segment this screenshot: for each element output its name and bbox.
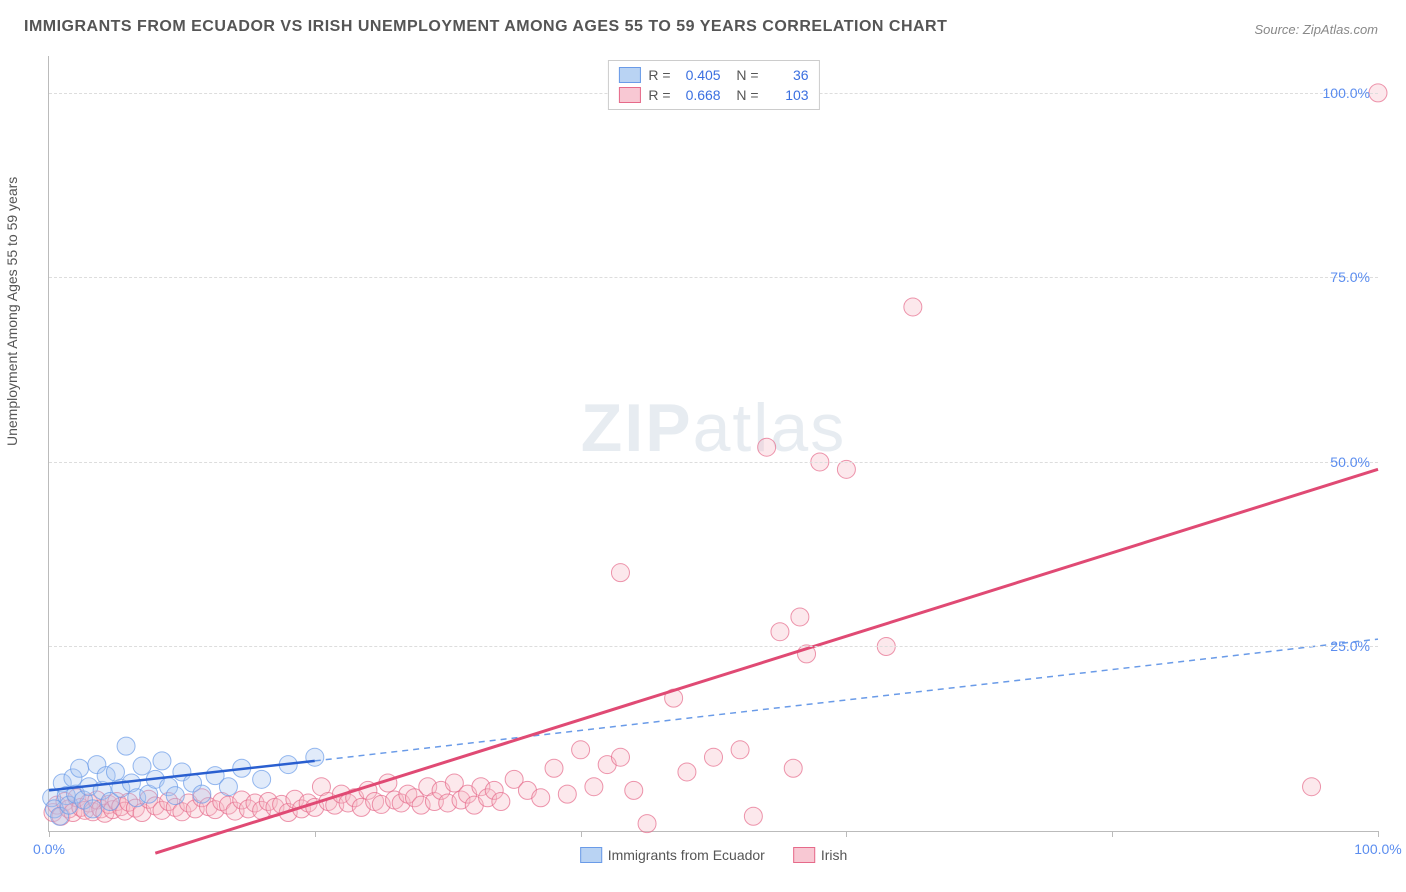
xtick bbox=[1112, 831, 1113, 837]
gridline bbox=[49, 646, 1378, 647]
data-point bbox=[558, 785, 576, 803]
ytick-label: 100.0% bbox=[1323, 85, 1370, 101]
source-label: Source: ZipAtlas.com bbox=[1254, 22, 1378, 37]
data-point bbox=[731, 741, 749, 759]
xtick bbox=[581, 831, 582, 837]
legend-row-irish: R = 0.668 N = 103 bbox=[618, 85, 808, 105]
data-point bbox=[904, 298, 922, 316]
legend-label-irish: Irish bbox=[821, 847, 847, 863]
data-point bbox=[306, 748, 324, 766]
legend-row-ecuador: R = 0.405 N = 36 bbox=[618, 65, 808, 85]
xtick bbox=[315, 831, 316, 837]
data-point bbox=[106, 763, 124, 781]
legend-item-ecuador: Immigrants from Ecuador bbox=[580, 847, 765, 863]
chart-svg bbox=[49, 56, 1378, 831]
data-point bbox=[219, 778, 237, 796]
legend-label-ecuador: Immigrants from Ecuador bbox=[608, 847, 765, 863]
xtick-label: 0.0% bbox=[33, 841, 65, 857]
data-point bbox=[758, 438, 776, 456]
data-point bbox=[771, 623, 789, 641]
ytick-label: 25.0% bbox=[1330, 638, 1370, 654]
data-point bbox=[492, 792, 510, 810]
legend-item-irish: Irish bbox=[793, 847, 847, 863]
data-point bbox=[193, 785, 211, 803]
data-point bbox=[1303, 778, 1321, 796]
trendline-ecuador-dash bbox=[315, 639, 1378, 761]
xtick-label: 100.0% bbox=[1354, 841, 1401, 857]
data-point bbox=[84, 800, 102, 818]
data-point bbox=[744, 807, 762, 825]
data-point bbox=[133, 757, 151, 775]
legend-stats: R = 0.405 N = 36 R = 0.668 N = 103 bbox=[607, 60, 819, 110]
data-point bbox=[611, 748, 629, 766]
data-point bbox=[545, 759, 563, 777]
data-point bbox=[572, 741, 590, 759]
y-axis-label: Unemployment Among Ages 55 to 59 years bbox=[4, 177, 20, 446]
data-point bbox=[585, 778, 603, 796]
ytick-label: 75.0% bbox=[1330, 269, 1370, 285]
data-point bbox=[791, 608, 809, 626]
swatch-ecuador bbox=[618, 67, 640, 83]
swatch-ecuador-icon bbox=[580, 847, 602, 863]
data-point bbox=[253, 770, 271, 788]
ytick-label: 50.0% bbox=[1330, 454, 1370, 470]
xtick bbox=[49, 831, 50, 837]
data-point bbox=[638, 815, 656, 833]
data-point bbox=[625, 781, 643, 799]
data-point bbox=[71, 759, 89, 777]
data-point bbox=[705, 748, 723, 766]
data-point bbox=[117, 737, 135, 755]
data-point bbox=[611, 564, 629, 582]
data-point bbox=[784, 759, 802, 777]
data-point bbox=[153, 752, 171, 770]
trendline-irish bbox=[155, 469, 1378, 853]
legend-series: Immigrants from Ecuador Irish bbox=[580, 847, 848, 863]
chart-title: IMMIGRANTS FROM ECUADOR VS IRISH UNEMPLO… bbox=[24, 18, 947, 36]
data-point bbox=[678, 763, 696, 781]
xtick bbox=[846, 831, 847, 837]
data-point bbox=[532, 789, 550, 807]
swatch-irish bbox=[618, 87, 640, 103]
swatch-irish-icon bbox=[793, 847, 815, 863]
gridline bbox=[49, 277, 1378, 278]
xtick bbox=[1378, 831, 1379, 837]
gridline bbox=[49, 462, 1378, 463]
plot-area: ZIPatlas R = 0.405 N = 36 R = 0.668 N = … bbox=[48, 56, 1378, 832]
data-point bbox=[837, 460, 855, 478]
data-point bbox=[166, 787, 184, 805]
